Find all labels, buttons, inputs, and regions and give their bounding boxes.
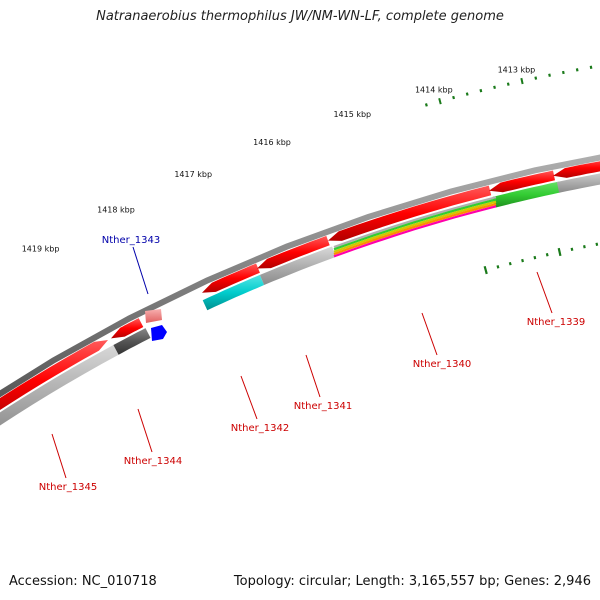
inner-minor-tick [583, 245, 586, 249]
minor-tick [506, 82, 510, 86]
cog-nther-1340-stripe [333, 200, 497, 253]
cog-nther-1342 [202, 274, 265, 311]
inner-minor-tick [570, 247, 574, 252]
accession-label: Accession: NC_010718 [9, 574, 157, 589]
gene-label[interactable]: Nther_1342 [231, 423, 289, 434]
kbp-label: 1413 kbp [498, 65, 536, 74]
gene-label[interactable]: Nther_1344 [124, 456, 182, 467]
cds-nther-1342 [202, 263, 260, 293]
inner-minor-tick [508, 261, 512, 266]
cog-nther-1340-stripe [333, 205, 497, 258]
kbp-ruler: 1413 kbp 1414 kbp 1415 kbp 1416 kbp 1417 kbp… [22, 65, 599, 275]
minor-tick [465, 92, 469, 96]
kbp-label: 1416 kbp [253, 138, 291, 147]
gene-label[interactable]: Nther_1343 [102, 235, 160, 246]
feature-nther-1343 [151, 325, 167, 341]
inner-major-tick [483, 265, 488, 275]
inner-minor-tick [496, 265, 500, 269]
label-leader-line [137, 408, 153, 453]
inner-minor-tick [545, 253, 549, 257]
gene-label[interactable]: Nther_1340 [413, 359, 471, 370]
map-title: Natranaerobius thermophilus JW/NM-WN-LF,… [96, 9, 504, 24]
cds-nther-1344 [111, 318, 144, 339]
label-leader-line [421, 312, 438, 356]
minor-tick [452, 95, 456, 100]
label-leader-line [536, 271, 553, 314]
minor-tick [575, 68, 579, 72]
label-leader-line [51, 433, 67, 479]
feature-tracks [0, 154, 600, 426]
minor-tick [424, 103, 428, 107]
gene-label[interactable]: Nther_1345 [39, 482, 97, 493]
cog-nther-1341 [259, 246, 336, 285]
minor-tick [589, 65, 593, 70]
minor-tick [479, 88, 483, 93]
cds-nther-1340 [328, 185, 492, 241]
minor-tick [548, 73, 551, 77]
inner-minor-tick [521, 258, 524, 263]
minor-tick [493, 85, 496, 90]
label-leader-line [132, 246, 149, 295]
major-tick [520, 77, 524, 85]
cds-nther-1341 [257, 235, 330, 269]
cog-nther-1340-stripe [333, 203, 497, 256]
kbp-label: 1415 kbp [333, 110, 371, 119]
kbp-label: 1418 kbp [97, 205, 135, 214]
genome-summary: Topology: circular; Length: 3,165,557 bp… [233, 574, 591, 589]
cog-nther-1340-stripe [333, 196, 497, 249]
gene-labels: Nther_1339 Nther_1340 Nther_1341 Nther_1342… [39, 235, 585, 493]
kbp-label: 1417 kbp [174, 170, 212, 179]
minor-tick [534, 76, 538, 80]
gene-label[interactable]: Nther_1339 [527, 317, 585, 328]
cog-nther-1344 [113, 328, 151, 355]
label-leader-line [305, 354, 321, 398]
inner-minor-tick [533, 255, 537, 260]
cog-nther-1338 [556, 173, 600, 193]
cds-nther-1339 [489, 170, 555, 193]
inner-minor-tick [595, 242, 599, 246]
cds-nther-1345 [0, 340, 108, 410]
kbp-label: 1419 kbp [22, 245, 60, 254]
kbp-label: 1414 kbp [415, 86, 453, 95]
major-tick [438, 98, 442, 105]
label-leader-line [240, 375, 258, 420]
cog-nther-1339 [492, 181, 562, 208]
gene-label[interactable]: Nther_1341 [294, 401, 352, 412]
cds-nther-1338 [553, 161, 600, 178]
cog-nther-1345 [0, 345, 119, 426]
minor-tick [561, 70, 565, 75]
inner-major-tick [557, 247, 562, 257]
rna-nther-1343 [145, 309, 162, 323]
